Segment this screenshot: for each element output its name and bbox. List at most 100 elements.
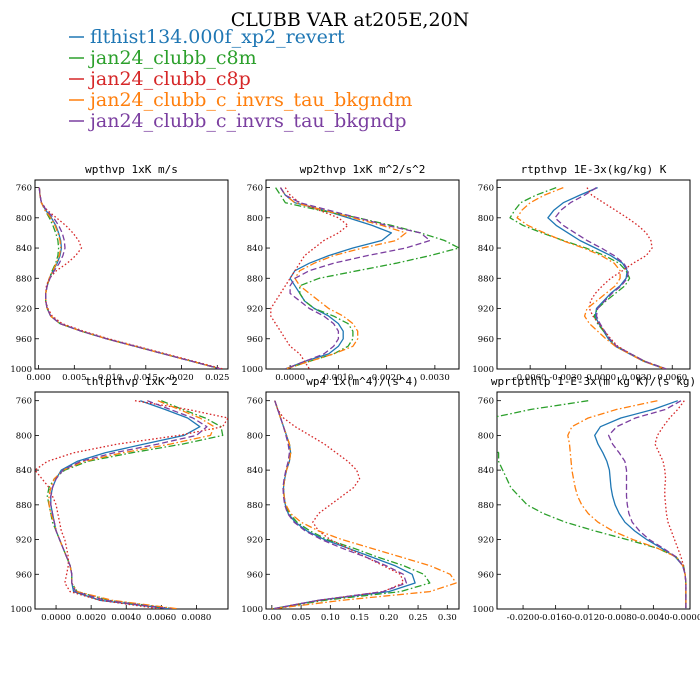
panel-2: wp2thvp 1xK m^2/s^2 760 800 840 880 920 960 100… xyxy=(241,163,460,383)
plot-frame xyxy=(265,391,460,610)
panel-6: wprtpthlp 1-E-3x(m kg K)/(s kg) 760 800 840… xyxy=(472,375,700,623)
y-tick-label: 920 xyxy=(478,305,494,315)
y-tick-label: 800 xyxy=(247,431,263,441)
series-line xyxy=(654,400,687,609)
panel-title: wp2thvp 1xK m^2/s^2 xyxy=(300,163,426,176)
y-tick-label: 760 xyxy=(478,397,494,407)
legend-label: flthist134.000f_xp2_revert xyxy=(90,26,345,48)
panel-title: wpthvp 1xK m/s xyxy=(85,163,178,176)
legend: flthist134.000f_xp2_revert jan24_clubb_c8… xyxy=(69,26,412,132)
y-tick-label: 960 xyxy=(478,570,494,580)
x-tick-label: -0.0060 xyxy=(514,373,547,383)
y-tick-label: 960 xyxy=(478,335,494,345)
x-tick-label: 0.000 xyxy=(26,373,50,383)
plot-frame xyxy=(496,179,691,370)
x-tick-label: 0.0010 xyxy=(324,373,354,383)
series-line xyxy=(271,400,457,609)
y-tick-label: 760 xyxy=(16,397,32,407)
y-tick-label: 920 xyxy=(247,536,263,546)
y-tick-label: 1000 xyxy=(241,365,263,375)
y-tick-label: 840 xyxy=(247,244,263,254)
series-line xyxy=(607,400,687,609)
series-line xyxy=(516,186,666,369)
x-tick-label: -0.0030 xyxy=(549,373,582,383)
panel-title: wprtpthlp 1-E-3x(m kg K)/(s kg) xyxy=(491,375,696,388)
x-tick-label: 0.25 xyxy=(409,613,428,623)
y-tick-label: 920 xyxy=(16,536,32,546)
series-line xyxy=(509,186,667,369)
x-tick-label: 0.015 xyxy=(134,373,158,383)
y-tick-label: 800 xyxy=(16,431,32,441)
series-line xyxy=(38,187,222,369)
panel-5: wp4 1x(m^4)/(s^4)76080084088092096010000… xyxy=(241,375,460,623)
x-tick-label: 0.0060 xyxy=(657,373,687,383)
y-tick-label: 1000 xyxy=(472,605,494,615)
x-tick-label: 0.0020 xyxy=(76,613,106,623)
panel-1: wpthvp 1xK m/s76080084088092096010000.00… xyxy=(10,163,229,383)
y-tick-label: 960 xyxy=(16,335,32,345)
y-tick-label: 840 xyxy=(16,466,32,476)
series-line xyxy=(46,400,224,609)
legend-label: jan24_clubb_c_invrs_tau_bkgndp xyxy=(88,110,407,132)
series-line xyxy=(50,400,208,609)
x-tick-label: 0.0000 xyxy=(586,373,616,383)
panel-title: wp4 1x(m^4)/(s^4) xyxy=(306,375,419,388)
x-tick-label: 0.0040 xyxy=(111,613,141,623)
y-tick-label: 880 xyxy=(478,274,494,284)
plot-frame xyxy=(34,391,229,610)
x-tick-label: -0.0120 xyxy=(572,613,605,623)
y-tick-label: 800 xyxy=(16,214,32,224)
x-tick-label: 0.0030 xyxy=(420,373,450,383)
x-tick-label: -0.0040 xyxy=(637,613,670,623)
plot-frame xyxy=(496,391,691,610)
x-tick-label: -0.0200 xyxy=(507,613,540,623)
series-line xyxy=(275,187,459,369)
x-tick-label: 0.30 xyxy=(438,613,457,623)
y-tick-label: 880 xyxy=(478,501,494,511)
y-tick-label: 840 xyxy=(247,466,263,476)
legend-label: jan24_clubb_c_invrs_tau_bkgndm xyxy=(88,89,412,111)
y-tick-label: 1000 xyxy=(472,365,494,375)
x-tick-label: 0.0000 xyxy=(41,613,71,623)
y-tick-label: 760 xyxy=(16,184,32,194)
plot-frame xyxy=(34,179,229,370)
series-line xyxy=(271,400,416,609)
x-tick-label: 0.025 xyxy=(205,373,229,383)
x-tick-label: 0.005 xyxy=(62,373,86,383)
y-tick-label: 920 xyxy=(16,305,32,315)
series-line xyxy=(35,400,228,609)
series-line xyxy=(554,187,667,369)
series-line xyxy=(50,400,201,609)
y-tick-label: 880 xyxy=(247,274,263,284)
x-tick-label: 0.020 xyxy=(169,373,193,383)
series-line xyxy=(567,400,687,609)
series-line xyxy=(270,187,349,369)
y-tick-label: 880 xyxy=(16,501,32,511)
figure-title: CLUBB VAR at205E,20N xyxy=(231,9,470,31)
x-tick-label: -0.0160 xyxy=(539,613,572,623)
x-tick-label: 0.010 xyxy=(98,373,122,383)
series-line xyxy=(38,187,224,369)
series-line xyxy=(279,187,431,369)
plot-frame xyxy=(265,179,460,370)
series-line xyxy=(271,400,405,609)
y-tick-label: 760 xyxy=(247,184,263,194)
y-tick-label: 880 xyxy=(247,501,263,511)
y-tick-label: 1000 xyxy=(241,605,263,615)
x-tick-label: 0.05 xyxy=(292,613,311,623)
panel-3: rtpthvp 1E-3x(kg/kg) K 760 800 840 880 920 960… xyxy=(472,163,691,383)
y-tick-label: 1000 xyxy=(10,605,32,615)
y-tick-label: 760 xyxy=(247,397,263,407)
series-line xyxy=(38,187,222,369)
series-line xyxy=(271,400,431,609)
legend-label: jan24_clubb_c8p xyxy=(88,68,251,90)
panel-title: rtpthvp 1E-3x(kg/kg) K xyxy=(521,163,667,176)
series-line xyxy=(547,187,666,369)
x-tick-label: 0.15 xyxy=(350,613,369,623)
panel-4: thlpthvp 1xK^2 760 800 840 880 920 960 1000 0.00… xyxy=(10,375,229,623)
x-tick-label: -0.0080 xyxy=(604,613,637,623)
series-line xyxy=(271,400,408,609)
y-tick-label: 840 xyxy=(478,244,494,254)
series-line xyxy=(279,187,407,369)
